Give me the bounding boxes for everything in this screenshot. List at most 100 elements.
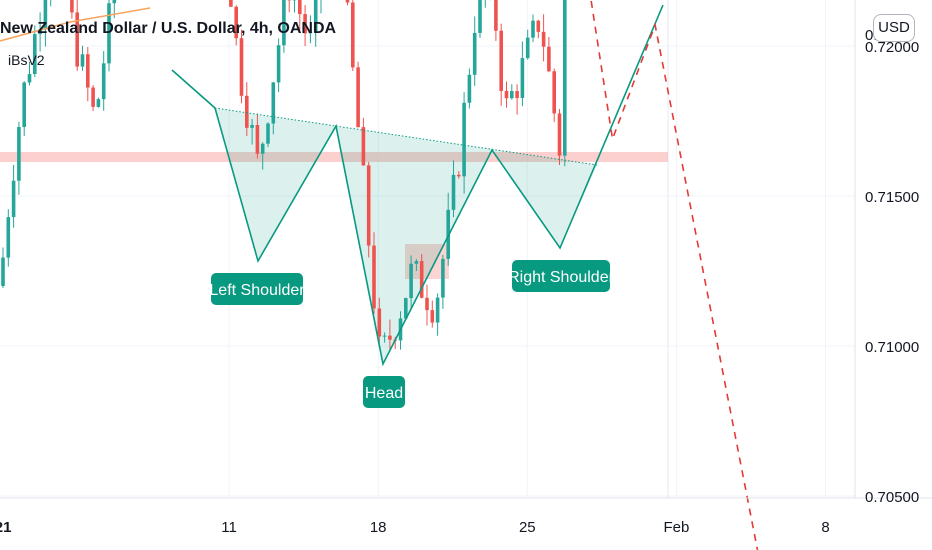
label-right-shoulder[interactable]: Right Shoulder: [508, 260, 615, 292]
label-text: Head: [365, 385, 403, 402]
candle-body: [86, 54, 90, 88]
candle-body: [345, 0, 350, 3]
support-zone: [0, 152, 668, 162]
x-tick-label: 2021: [0, 519, 11, 536]
x-tick-label: Feb: [663, 519, 689, 536]
x-tick-label: 18: [370, 519, 387, 536]
candle-body: [255, 124, 260, 154]
candle-body: [234, 6, 238, 39]
candle-body: [478, 0, 482, 33]
candle-body: [43, 0, 48, 30]
candle-body: [101, 63, 106, 100]
candle-body: [112, 0, 117, 4]
x-tick-label: 8: [821, 519, 829, 536]
candle-body: [536, 20, 541, 32]
candle-body: [313, 0, 318, 32]
candle-body: [520, 58, 525, 99]
candle-body: [282, 0, 286, 46]
x-tick-label: 11: [221, 519, 237, 536]
candle-body: [250, 124, 254, 128]
candle-body: [245, 95, 249, 128]
label-badge: [512, 260, 610, 292]
labels: Left Shoulder Head Right Shoulder: [209, 260, 615, 408]
y-tick-label: 0.70500: [865, 489, 919, 506]
price-axis-background: [855, 0, 932, 550]
pattern-fill: [215, 108, 597, 364]
candle-body: [541, 31, 546, 47]
candle-body: [17, 126, 21, 181]
candle-body: [276, 45, 281, 83]
candle-body: [382, 335, 387, 337]
y-tick-label: 0.71500: [865, 189, 919, 206]
label-text: Right Shoulder: [508, 269, 615, 286]
candle-body: [266, 123, 270, 144]
candle-body: [70, 0, 74, 13]
label-text: Left Shoulder: [209, 282, 305, 299]
candle-body: [547, 46, 551, 72]
candle-body: [425, 297, 429, 311]
candle-body: [107, 3, 111, 64]
chart-title: New Zealand Dollar / U.S. Dollar, 4h, OA…: [0, 20, 337, 37]
candle-body: [361, 127, 366, 166]
indicator-label[interactable]: iBsV2: [8, 52, 45, 68]
candle-body: [38, 29, 42, 35]
candle-body: [377, 308, 382, 337]
candle-body: [11, 180, 16, 218]
candle-body: [372, 245, 376, 309]
candle-body: [494, 0, 498, 31]
candle-body: [409, 263, 413, 299]
candle-body: [472, 32, 477, 75]
neckline: [214, 107, 598, 166]
projection: [590, 0, 759, 550]
candle-body: [239, 38, 244, 96]
candle-body: [303, 14, 307, 34]
candle-body: [91, 87, 95, 107]
candle-body: [414, 261, 419, 264]
candle-body: [467, 74, 472, 103]
candle-body: [531, 20, 535, 38]
candle-body: [515, 91, 519, 99]
candle-body: [351, 2, 355, 68]
candle-body: [22, 82, 26, 127]
candle-body: [96, 99, 101, 107]
candle-body: [510, 91, 514, 99]
candle-body: [552, 71, 556, 114]
candle-body: [33, 34, 37, 75]
y-tick-label: 0.71000: [865, 339, 919, 356]
candle-body: [388, 335, 392, 340]
candle-body: [6, 217, 11, 258]
candle-body: [457, 174, 461, 177]
currency-button[interactable]: USD: [873, 14, 915, 42]
candle-body: [435, 297, 440, 323]
label-left-shoulder[interactable]: Left Shoulder: [209, 273, 305, 305]
grid: [0, 0, 855, 498]
pattern-path: [171, 4, 664, 367]
label-badge: [211, 273, 303, 305]
label-badge: [363, 376, 405, 408]
pattern-lines: [0, 4, 664, 367]
candle-body: [366, 165, 371, 246]
candle-body: [441, 258, 445, 298]
x-tick-label: 25: [519, 519, 536, 536]
label-head[interactable]: Head: [363, 376, 405, 408]
candle-body: [229, 0, 233, 7]
candle-body: [271, 82, 276, 124]
candle-body: [525, 37, 530, 59]
candle-body: [260, 143, 265, 154]
candle-body: [419, 261, 424, 298]
y-tick-label: 0.72000: [865, 39, 919, 56]
candle-body: [308, 31, 313, 34]
candle-body: [499, 30, 503, 91]
candle-body: [27, 74, 32, 83]
candle-body: [404, 298, 408, 319]
candle-body: [298, 0, 302, 15]
candle-body: [1, 257, 5, 286]
projected-path: [590, 0, 759, 550]
candle-body: [451, 174, 456, 210]
candle-body: [430, 310, 435, 323]
orange-trend-line: [0, 7, 151, 42]
candle-body: [557, 113, 562, 156]
candle-body: [563, 0, 567, 156]
